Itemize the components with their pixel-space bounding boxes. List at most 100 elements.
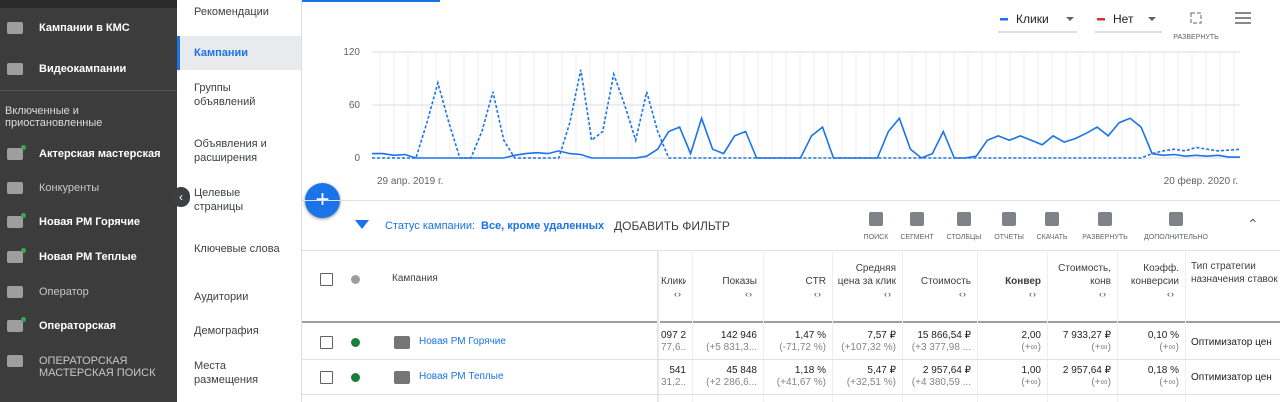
action-icon	[1002, 212, 1016, 226]
checkbox[interactable]	[320, 273, 333, 286]
y-tick-label: 120	[343, 47, 360, 58]
nav-item[interactable]: Демография	[194, 325, 259, 337]
action-label[interactable]: ОТЧЕТЫ	[994, 234, 1024, 241]
nav-item[interactable]: Группы объявлений	[194, 82, 256, 108]
column-header[interactable]: Кампания	[392, 273, 438, 284]
sidebar-item[interactable]: Видеокампании	[39, 63, 127, 75]
action-icon	[957, 212, 971, 226]
main: + Статус кампании: Все, кроме удаленных ДОБ…	[302, 0, 1280, 402]
column-header[interactable]: Стоимость	[920, 276, 971, 287]
campaign-item[interactable]: Новая РМ Теплые	[39, 251, 137, 263]
cell-value: Оптимизатор цен	[1191, 337, 1272, 348]
y-tick-label: 60	[349, 100, 361, 111]
cell-value: 1,47 %	[794, 330, 826, 341]
col-border	[763, 250, 764, 402]
column-header[interactable]: Стоимость, конв	[1058, 263, 1111, 287]
col-border	[1185, 250, 1186, 402]
frozen-divider	[657, 250, 660, 402]
cell-change: (+5 831,3...	[706, 342, 757, 353]
chart: 0 60 120 29 апр. 2019 г. 20 февр. 2020 г. Кли…	[302, 0, 1251, 187]
campaign-item[interactable]: Операторская	[39, 320, 116, 332]
cell-change: (+∞)	[1091, 377, 1111, 388]
legend-dropdown[interactable]: Клики	[1016, 12, 1049, 26]
col-border	[1047, 250, 1048, 402]
nav-item[interactable]: Аудитории	[194, 291, 249, 303]
sidebar-item[interactable]: Кампании в КМС	[39, 22, 130, 34]
cell-change: (+107,32 %)	[841, 342, 896, 353]
nav-item[interactable]: Рекомендации	[194, 6, 269, 18]
sort-icon: ‹›	[1029, 289, 1037, 299]
cell-value: 0,10 %	[1147, 330, 1179, 341]
checkbox[interactable]	[320, 371, 333, 384]
y-tick-label: 0	[354, 153, 360, 164]
row-line	[302, 359, 1280, 360]
column-header[interactable]: Конвер	[1005, 276, 1041, 287]
expand-icon	[1190, 12, 1202, 24]
campaign-icon	[394, 336, 410, 349]
col-border	[832, 250, 833, 402]
cell-change: (+41,67 %)	[776, 377, 826, 388]
cell-value: 1,18 %	[794, 365, 826, 376]
sort-icon: ‹›	[1167, 289, 1175, 299]
nav-item[interactable]: Места размещения	[194, 360, 259, 386]
cell-value: 45 848	[726, 365, 757, 376]
campaign-item[interactable]: Новая РМ Горячие	[39, 216, 140, 228]
sidebar: Кампании в КМС Видеокампании Включенные …	[0, 0, 177, 402]
caret	[1148, 17, 1156, 21]
settings-icon	[1235, 12, 1251, 24]
nav-item[interactable]: Целевые страницы	[194, 187, 244, 213]
toolbar-line	[302, 200, 1280, 201]
cell-change: (+∞)	[1021, 377, 1041, 388]
cell-value: 2,00	[1021, 330, 1041, 341]
sort-icon: ‹›	[1099, 289, 1107, 299]
column-header[interactable]: Клики	[661, 276, 686, 287]
action-label[interactable]: ПОИСК	[863, 234, 889, 241]
action-label[interactable]: СЕГМЕНТ	[900, 234, 934, 241]
cell-value: 5,47 ₽	[867, 365, 896, 376]
filter-value[interactable]: Все, кроме удаленных	[481, 220, 605, 232]
cell-value: 2 097	[661, 330, 686, 341]
series-line	[372, 115, 1240, 159]
campaign-item[interactable]: ОПЕРАТОРСКАЯ МАСТЕРСКАЯ ПОИСК	[39, 355, 156, 379]
cell-change: (+∞)	[1091, 342, 1111, 353]
column-header[interactable]: Коэфф. конверсии	[1130, 263, 1179, 287]
campaign-item[interactable]: Оператор	[39, 286, 89, 298]
action-label[interactable]: РАЗВЕРНУТЬ	[1082, 234, 1128, 241]
status-dot	[351, 338, 360, 347]
nav-item[interactable]: Ключевые слова	[194, 243, 280, 255]
cell-change: (+∞)	[1159, 377, 1179, 388]
sort-icon: ‹›	[959, 289, 967, 299]
nav-item[interactable]: Объявления и расширения	[194, 138, 267, 164]
column-header[interactable]: CTR	[805, 276, 826, 287]
action-label[interactable]: СТОЛБЦЫ	[946, 234, 982, 241]
campaign-link[interactable]: Новая РМ Теплые	[419, 371, 504, 382]
campaign-link[interactable]: Новая РМ Горячие	[419, 336, 506, 347]
filter-label: Статус кампании:	[385, 220, 476, 232]
expand-label: РАЗВЕРНУТЬ	[1173, 34, 1219, 41]
campaign-item[interactable]: Конкуренты	[39, 182, 100, 194]
cell-value: 0,18 %	[1147, 365, 1179, 376]
collapse-caret: ⌃	[1247, 216, 1259, 232]
add-filter[interactable]: ДОБАВИТЬ ФИЛЬТР	[614, 219, 730, 233]
row-line	[302, 394, 1280, 395]
cell-change: (+2 286,6...	[706, 377, 757, 388]
caret	[1066, 17, 1074, 21]
cell-value: 541	[669, 365, 686, 376]
sort-icon: ‹›	[884, 289, 892, 299]
campaign-item[interactable]: Актерская мастерская	[39, 148, 161, 160]
nav-item[interactable]: Кампании	[194, 47, 249, 59]
action-label[interactable]: СКАЧАТЬ	[1036, 234, 1068, 241]
cell-change: 31,2...	[661, 377, 686, 388]
action-icon	[1169, 212, 1183, 226]
column-header[interactable]: Тип стратегии назначения ставок	[1191, 261, 1278, 285]
x-tick-label: 29 апр. 2019 г.	[377, 176, 443, 187]
sort-icon: ‹›	[745, 289, 753, 299]
column-header[interactable]: Показы	[722, 276, 757, 287]
action-icon	[910, 212, 924, 226]
checkbox[interactable]	[320, 336, 333, 349]
action-label[interactable]: ДОПОЛНИТЕЛЬНО	[1144, 234, 1208, 241]
column-header[interactable]: Средняя цена за клик	[837, 263, 896, 287]
collapse-button[interactable]: ‹	[172, 187, 190, 207]
cell-value: 15 866,54 ₽	[917, 330, 971, 341]
